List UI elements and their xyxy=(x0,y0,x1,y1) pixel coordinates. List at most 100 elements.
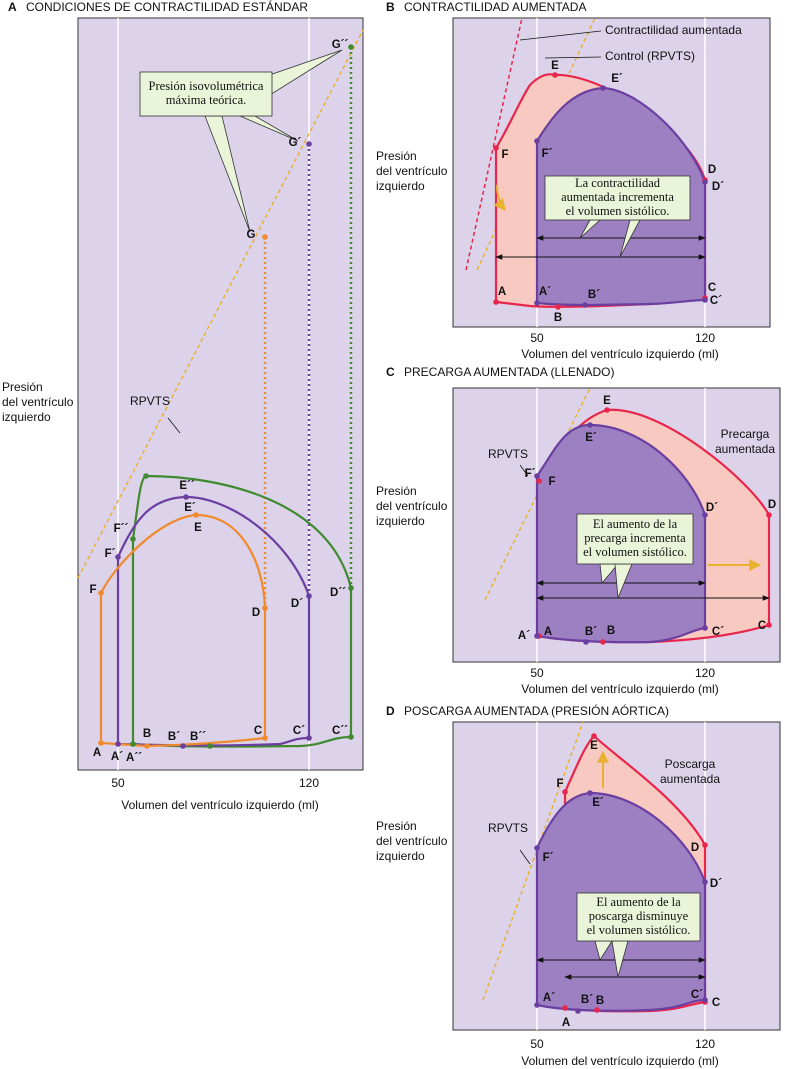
point-label: C´ xyxy=(712,626,724,638)
point-label: G´´ xyxy=(332,39,349,51)
panel: 50 120 D POSCARGA AUMENTADA (PRESIÓN AÓRTIC… xyxy=(376,703,781,1068)
point-dot xyxy=(115,741,121,747)
rpvts-pointer xyxy=(519,464,529,477)
callout-text: máxima teórica. xyxy=(166,93,247,107)
point-label: F´´ xyxy=(114,523,129,535)
y-axis-label: del ventrículo xyxy=(376,499,448,513)
point-dot xyxy=(144,743,150,749)
point-dot xyxy=(262,735,268,741)
point-dot xyxy=(534,473,540,479)
point-label: E xyxy=(551,60,559,72)
point-dot xyxy=(575,1008,581,1014)
rpvts-line xyxy=(482,721,584,1001)
x-axis-label: Volumen del ventrículo izquierdo (ml) xyxy=(521,682,718,696)
point-dot xyxy=(702,879,708,885)
point-dot xyxy=(207,743,213,749)
callout-box xyxy=(576,513,694,565)
note-text: Poscarga xyxy=(665,757,716,771)
y-axis-label: del ventrículo xyxy=(376,834,448,848)
y-axis-label: izquierdo xyxy=(376,514,425,528)
panel: 50 120 B CONTRACTILIDAD AUMENTADA Volumen de… xyxy=(376,0,771,361)
panel: 50 120 A CONDICIONES DE CONTRACTILIDAD ESTÁ… xyxy=(2,0,364,812)
point-dot xyxy=(98,590,104,596)
callout-text: el volumen sistólico. xyxy=(583,545,687,559)
point-dot xyxy=(262,605,268,611)
note-text: aumentada xyxy=(660,772,720,786)
point-label: B xyxy=(143,728,151,740)
callout-text: El aumento de la xyxy=(596,895,681,909)
point-label: D xyxy=(691,842,699,854)
rpvts-pointer xyxy=(519,849,531,865)
point-label: A xyxy=(544,626,552,638)
point-label: B xyxy=(607,625,615,637)
point-dot xyxy=(552,72,558,78)
panel-title: CONTRACTILIDAD AUMENTADA xyxy=(404,0,586,14)
rpvts-line xyxy=(484,387,591,601)
point-dot xyxy=(534,633,540,639)
point-label: B´ xyxy=(585,626,597,638)
point-label: C xyxy=(254,725,262,737)
point-label: E´ xyxy=(184,502,196,514)
x-tick-label: 120 xyxy=(695,666,715,680)
callout-box xyxy=(544,175,691,221)
point-label: A xyxy=(93,747,101,759)
shift-arrow xyxy=(493,184,506,211)
point-label: E xyxy=(590,740,598,752)
point-dot xyxy=(493,299,499,305)
callout-text: el volumen sistólico. xyxy=(587,923,691,937)
callout-text: precarga incrementa xyxy=(584,531,686,545)
panel-letter: D xyxy=(386,704,395,718)
point-label: C xyxy=(758,620,766,632)
point-label: D´ xyxy=(706,502,718,514)
point-label: B xyxy=(596,995,604,1007)
callout-text: La contractilidad xyxy=(575,176,661,190)
point-label: C´ xyxy=(691,989,703,1001)
point-dot xyxy=(562,1005,568,1011)
rpvts-label: RPVTS xyxy=(130,394,170,408)
point-dot xyxy=(180,743,186,749)
legend-label: Contractilidad aumentada xyxy=(605,23,742,37)
pv-loop xyxy=(116,495,311,747)
point-label: A xyxy=(562,1017,570,1029)
point-dot xyxy=(766,512,772,518)
point-dot xyxy=(582,302,588,308)
point-label: D´ xyxy=(712,181,724,193)
point-label: F xyxy=(501,149,508,161)
point-label: F xyxy=(548,476,555,488)
x-axis-label: Volumen del ventrículo izquierdo (ml) xyxy=(521,347,718,361)
point-label: D´´ xyxy=(330,587,346,599)
point-dot xyxy=(702,842,708,848)
point-label: F xyxy=(89,584,96,596)
x-tick-label: 50 xyxy=(111,776,125,790)
y-axis-label: del ventrículo xyxy=(2,395,74,409)
y-axis-label: Presión xyxy=(376,484,417,498)
x-axis-label: Volumen del ventrículo izquierdo (ml) xyxy=(521,1054,718,1068)
callout-text: Presión isovolumétrica xyxy=(149,79,264,93)
pv-loop xyxy=(131,474,353,748)
x-tick-label: 120 xyxy=(695,1037,715,1051)
panel: 50 120 C PRECARGA AUMENTADA (LLENADO) Volume… xyxy=(376,365,781,696)
point-label: G´ xyxy=(289,137,302,149)
panel-title: POSCARGA AUMENTADA (PRESIÓN AÓRTICA) xyxy=(404,703,669,718)
rpvts-line xyxy=(465,17,523,271)
rpvts-label: RPVTS xyxy=(488,821,528,835)
callout-box xyxy=(139,71,273,117)
point-label: B´´ xyxy=(190,731,206,743)
point-dot xyxy=(702,179,708,185)
point-dot xyxy=(130,741,136,747)
legend-pointer xyxy=(544,56,602,59)
point-label: E´ xyxy=(611,73,623,85)
point-dot xyxy=(583,639,589,645)
point-dot xyxy=(587,422,593,428)
point-label: E xyxy=(194,522,202,534)
point-dot xyxy=(143,473,149,479)
y-axis-label: Presión xyxy=(2,380,43,394)
point-dot xyxy=(348,734,354,740)
point-dot xyxy=(183,494,189,500)
point-label: D xyxy=(768,499,776,511)
legend-pointer xyxy=(519,30,602,41)
point-dot xyxy=(604,407,610,413)
point-label: A´ xyxy=(539,286,551,298)
point-label: G xyxy=(247,229,256,241)
y-axis-label: izquierdo xyxy=(376,849,425,863)
